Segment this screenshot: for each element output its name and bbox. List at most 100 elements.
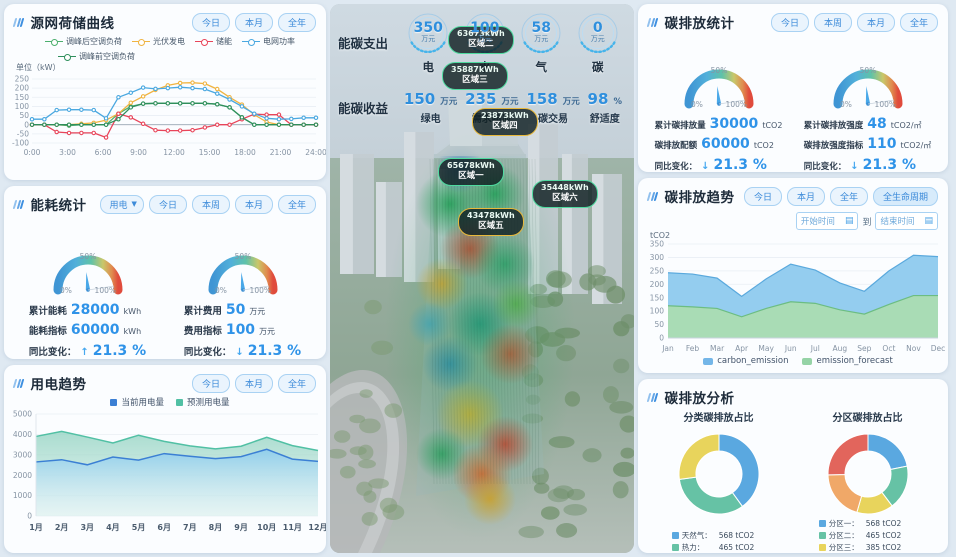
btn-year[interactable]: 全年: [278, 13, 316, 32]
btn-week[interactable]: 本周: [192, 195, 230, 214]
trend-down-icon: ↓: [850, 160, 858, 172]
btn-year[interactable]: 全年: [278, 374, 316, 393]
svg-text:Apr: Apr: [735, 344, 749, 353]
svg-text:0: 0: [27, 512, 32, 521]
legend-swatch-icon: [110, 399, 117, 406]
legend-item[interactable]: 分区三： 385 tCO2: [819, 542, 902, 553]
btn-month[interactable]: 本月: [857, 13, 895, 32]
stat-row: 碳排放配额 60000 tCO2: [655, 134, 783, 154]
gauge-stats: 累计碳排放量 30000 tCO2 碳排放配额 60000 tCO2 同比变化： ↓ 21.…: [655, 114, 783, 172]
legend-item[interactable]: 分区一： 568 tCO2: [819, 518, 902, 529]
energy-type-select[interactable]: 用电 ▼: [100, 195, 144, 214]
svg-text:6:00: 6:00: [95, 148, 112, 157]
gauge-carbon-intensity: 50%0% 100%: [804, 48, 932, 118]
legend-item[interactable]: 分区二： 465 tCO2: [819, 530, 902, 541]
svg-text:Nov: Nov: [906, 344, 921, 353]
btn-year[interactable]: 全年: [278, 195, 316, 214]
calendar-icon[interactable]: ▤: [845, 216, 854, 226]
kpi-item[interactable]: 150 万元 绿电: [404, 89, 457, 125]
legend-item[interactable]: 电网功率: [242, 36, 295, 47]
panel-carbon-trend: 碳排放趋势 今日 本月 全年 全生命周期 开始时间 ▤ 到 结束时间 ▤: [638, 178, 948, 373]
legend-value: 568 tCO2: [719, 531, 755, 540]
legend-swatch-icon: [819, 544, 826, 551]
chart-legend: carbon_emission emission_forecast: [638, 356, 948, 366]
stat-row: 同比变化： ↑ 21.3 %: [29, 341, 146, 359]
btn-year[interactable]: 全年: [830, 187, 868, 206]
legend-item[interactable]: 储能: [195, 36, 232, 47]
svg-text:0: 0: [659, 334, 664, 343]
btn-lifecycle[interactable]: 全生命周期: [873, 187, 938, 206]
zone-tag[interactable]: 43478kWh 区域五: [458, 208, 524, 236]
btn-today[interactable]: 今日: [192, 374, 230, 393]
btn-month[interactable]: 本月: [235, 13, 273, 32]
zone-emission-donut[interactable]: [808, 426, 928, 518]
kpi-value: 350: [414, 21, 443, 35]
legend-marker-icon: [132, 38, 150, 46]
panel-header: 碳排放趋势 今日 本月 全年 全生命周期: [638, 178, 948, 208]
energy-type-value: 用电: [110, 198, 128, 211]
svg-text:5000: 5000: [13, 410, 32, 419]
svg-text:0: 0: [24, 120, 29, 129]
start-date-input[interactable]: 开始时间 ▤: [796, 212, 859, 230]
legend-item[interactable]: 调峰后空调负荷: [45, 36, 122, 47]
svg-text:12:00: 12:00: [163, 148, 185, 157]
btn-month[interactable]: 本月: [787, 187, 825, 206]
svg-text:50: 50: [654, 320, 664, 329]
kpi-item[interactable]: 350 万元 电: [405, 10, 451, 75]
panel-header: 碳排放分析: [638, 379, 948, 409]
expense-label: 能碳支出: [338, 33, 400, 52]
start-date-placeholder: 开始时间: [801, 215, 835, 227]
kpi-unit: 万元: [440, 97, 457, 107]
calendar-icon[interactable]: ▤: [924, 216, 933, 226]
gauge-cost: 50%0% 100%: [177, 232, 309, 304]
legend-item[interactable]: emission_forecast: [802, 356, 892, 366]
time-range-buttons: 今日 本周 本月 全年: [771, 13, 938, 32]
kpi-name: 气: [536, 59, 548, 75]
zone-tag[interactable]: 35887kWh 区域三: [442, 62, 508, 90]
svg-text:3月: 3月: [80, 523, 94, 532]
legend-item[interactable]: 光伏发电: [132, 36, 185, 47]
svg-text:6月: 6月: [157, 523, 171, 532]
btn-today[interactable]: 今日: [744, 187, 782, 206]
btn-week[interactable]: 本周: [814, 13, 852, 32]
gauge-cell-cost: 50% 0% 100% 累计费用 50 万元 费用指标 100 万元 同比变化： ↓ 21.3 …: [165, 232, 320, 359]
kpi-value: 100: [470, 21, 499, 35]
end-date-input[interactable]: 结束时间 ▤: [875, 212, 938, 230]
legend-item[interactable]: 调峰前空调负荷: [28, 51, 312, 62]
title-bars-icon: [14, 200, 25, 209]
zone-tag[interactable]: 23873kWh 区域四: [472, 108, 538, 136]
btn-year[interactable]: 全年: [900, 13, 938, 32]
kpi-name: 碳交易: [538, 110, 568, 125]
svg-text:3:00: 3:00: [59, 148, 76, 157]
zone-tag[interactable]: 35448kWh 区域六: [532, 180, 598, 208]
legend-item[interactable]: 天然气： 568 tCO2: [672, 530, 755, 541]
building-3d-heatmap-view[interactable]: 能碳支出 350 万元: [330, 4, 634, 553]
legend-item[interactable]: 当前用电量: [110, 396, 164, 408]
legend-item[interactable]: carbon_emission: [703, 356, 788, 366]
legend-marker-icon: [242, 38, 260, 46]
time-range-buttons: 今日 本月 全年: [192, 374, 316, 393]
zone-tag[interactable]: 65678kWh 区域一: [438, 158, 504, 186]
category-emission-donut[interactable]: [659, 426, 779, 518]
btn-today[interactable]: 今日: [149, 195, 187, 214]
ring-gauge: 350 万元: [405, 10, 451, 56]
legend-label: 分区二：: [829, 530, 863, 541]
zone-value: 43478kWh: [467, 211, 515, 221]
svg-text:7月: 7月: [183, 523, 197, 532]
btn-month[interactable]: 本月: [235, 195, 273, 214]
legend-item[interactable]: 热力： 465 tCO2: [672, 542, 755, 553]
gauge-row: 50% 0% 100% 累计碳排放量 30000 tCO2 碳排放配额 60000 tCO2…: [638, 44, 948, 172]
btn-today[interactable]: 今日: [771, 13, 809, 32]
btn-today[interactable]: 今日: [192, 13, 230, 32]
kpi-item[interactable]: 0 万元 碳: [575, 10, 621, 75]
gauge-stats: 累计费用 50 万元 费用指标 100 万元 同比变化： ↓ 21.3 %: [184, 300, 301, 359]
kpi-item[interactable]: 58 万元 气: [518, 10, 564, 75]
legend-label: 热力：: [682, 542, 716, 553]
svg-text:0%: 0%: [215, 286, 227, 295]
svg-text:100%: 100%: [725, 100, 746, 109]
legend-item[interactable]: 预测用电量: [176, 396, 230, 408]
kpi-item[interactable]: 98 % 舒适度: [588, 89, 623, 125]
btn-month[interactable]: 本月: [235, 374, 273, 393]
svg-text:8月: 8月: [209, 523, 223, 532]
svg-text:100%: 100%: [874, 100, 895, 109]
